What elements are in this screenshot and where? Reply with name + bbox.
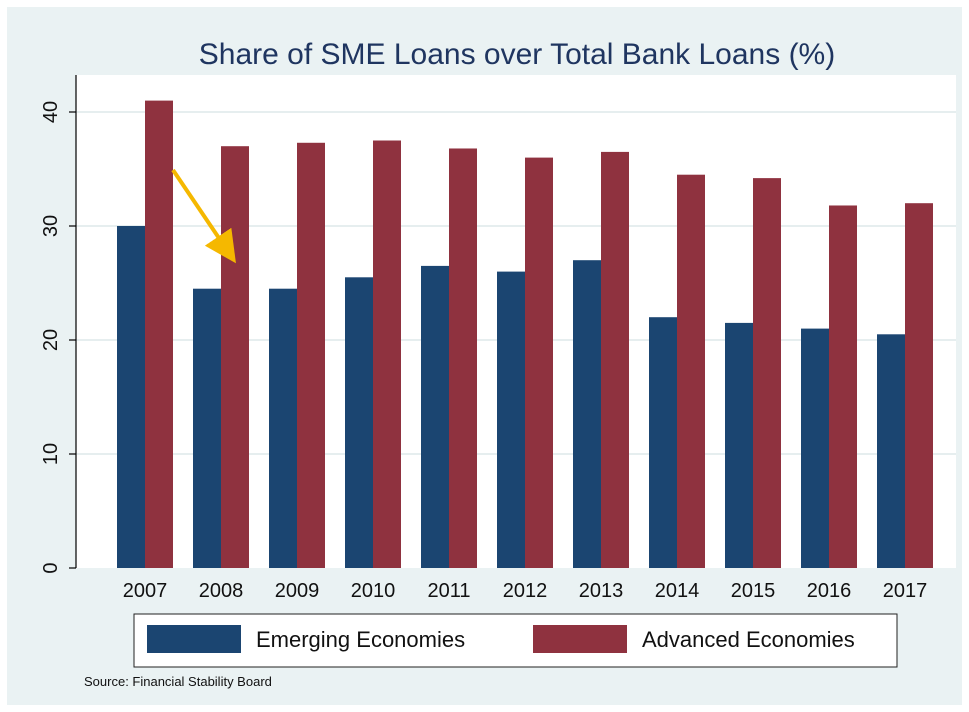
- bar-chart: Share of SME Loans over Total Bank Loans…: [40, 38, 956, 689]
- bar-emerging-2013: [573, 260, 601, 568]
- bar-advanced-2016: [829, 205, 857, 569]
- x-tick-label: 2017: [883, 580, 928, 602]
- legend-swatch-emerging: [147, 625, 241, 653]
- y-axis-ticks: 0 10 20 30 40: [40, 101, 76, 574]
- x-tick-label: 2011: [427, 580, 470, 602]
- x-tick-label: 2012: [503, 580, 548, 602]
- y-tick-label: 0: [40, 562, 62, 573]
- x-tick-label: 2014: [655, 580, 700, 602]
- bar-advanced-2014: [677, 174, 705, 568]
- y-tick-label: 20: [40, 329, 62, 351]
- x-tick-label: 2013: [579, 580, 624, 602]
- bar-advanced-2015: [753, 178, 781, 568]
- legend-swatch-advanced: [533, 625, 627, 653]
- bar-emerging-2017: [877, 334, 905, 568]
- bar-emerging-2016: [801, 328, 829, 568]
- bar-emerging-2009: [269, 288, 297, 568]
- x-tick-label: 2009: [275, 580, 320, 602]
- legend-label-emerging: Emerging Economies: [256, 627, 465, 652]
- bar-emerging-2012: [497, 271, 525, 568]
- bar-emerging-2007: [117, 226, 145, 568]
- legend-box: [133, 613, 898, 668]
- x-axis-labels: 2007 2008 2009 2010 2011 2012 2013 2014 2015 2016…: [123, 580, 928, 602]
- bars: [117, 100, 933, 569]
- bar-emerging-2014: [649, 317, 677, 568]
- x-tick-label: 2015: [731, 580, 776, 602]
- bar-advanced-2013: [601, 151, 629, 568]
- bar-advanced-2007: [145, 100, 173, 568]
- x-tick-label: 2016: [807, 580, 852, 602]
- y-tick-label: 40: [40, 101, 62, 123]
- annotation-arrow: [171, 168, 236, 264]
- y-tick-label: 30: [40, 215, 62, 237]
- bar-emerging-2008: [193, 288, 221, 568]
- y-tick-label: 10: [40, 443, 62, 465]
- bar-emerging-2015: [725, 322, 753, 568]
- legend-label-advanced: Advanced Economies: [642, 627, 855, 652]
- bar-advanced-2010: [373, 140, 401, 568]
- bar-advanced-2009: [297, 142, 325, 568]
- bar-advanced-2012: [525, 157, 553, 568]
- source-note: Source: Financial Stability Board: [84, 674, 272, 689]
- chart-frame: Share of SME Loans over Total Bank Loans…: [7, 7, 962, 705]
- legend: Emerging Economies Advanced Economies: [133, 613, 898, 668]
- bar-advanced-2008: [221, 146, 249, 568]
- bar-advanced-2011: [449, 148, 477, 569]
- bar-advanced-2017: [905, 203, 933, 568]
- chart-title: Share of SME Loans over Total Bank Loans…: [199, 38, 835, 71]
- bar-emerging-2010: [345, 277, 373, 568]
- x-tick-label: 2007: [123, 580, 168, 602]
- bar-emerging-2011: [421, 265, 449, 568]
- x-tick-label: 2010: [351, 580, 396, 602]
- x-tick-label: 2008: [199, 580, 244, 602]
